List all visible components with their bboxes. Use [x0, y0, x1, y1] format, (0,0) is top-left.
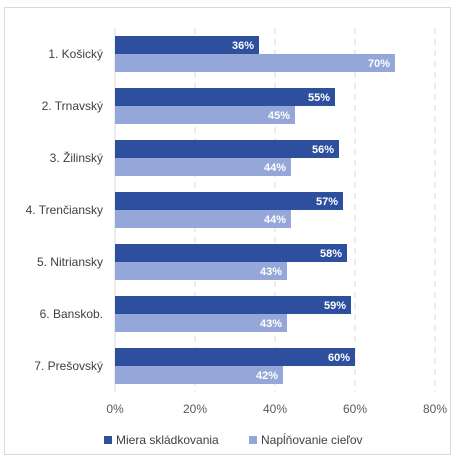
data-label: 36% [232, 40, 254, 52]
data-label: 44% [264, 162, 286, 174]
bar-miera-skladkovania [115, 296, 351, 314]
legend-label: Napĺňovanie cieľov [261, 432, 363, 447]
data-label: 42% [256, 370, 278, 382]
bar-naplnovanie-cielov [115, 210, 291, 228]
data-label: 58% [320, 248, 342, 260]
data-label: 43% [260, 266, 282, 278]
bar-miera-skladkovania [115, 88, 335, 106]
category-label: 7. Prešovský [34, 359, 103, 373]
x-tick-label: 20% [183, 402, 207, 416]
bar-naplnovanie-cielov [115, 366, 283, 384]
bar-miera-skladkovania [115, 192, 343, 210]
bar-naplnovanie-cielov [115, 54, 395, 72]
data-label: 55% [308, 92, 330, 104]
bar-miera-skladkovania [115, 244, 347, 262]
legend-swatch [104, 436, 112, 444]
bar-naplnovanie-cielov [115, 158, 291, 176]
category-label: 4. Trenčiansky [26, 203, 103, 217]
data-label: 60% [328, 352, 350, 364]
data-label: 70% [368, 58, 390, 70]
bar-miera-skladkovania [115, 348, 355, 366]
data-label: 56% [312, 144, 334, 156]
category-label: 2. Trnavský [42, 99, 103, 113]
category-label: 1. Košický [48, 47, 103, 61]
bar-naplnovanie-cielov [115, 314, 287, 332]
category-label: 6. Banskob. [40, 307, 103, 321]
data-label: 45% [268, 110, 290, 122]
category-label: 3. Žilinský [50, 150, 103, 165]
category-label: 5. Nitriansky [37, 255, 103, 269]
data-label: 44% [264, 214, 286, 226]
x-tick-label: 0% [106, 402, 124, 416]
bar-naplnovanie-cielov [115, 262, 287, 280]
x-tick-label: 40% [263, 402, 287, 416]
legend-label: Miera skládkovania [116, 433, 219, 447]
data-label: 43% [260, 318, 282, 330]
x-tick-label: 80% [423, 402, 447, 416]
bar-miera-skladkovania [115, 36, 259, 54]
bar-miera-skladkovania [115, 140, 339, 158]
data-label: 59% [324, 300, 346, 312]
data-label: 57% [316, 196, 338, 208]
legend-swatch [249, 436, 257, 444]
x-tick-label: 60% [343, 402, 367, 416]
bar-naplnovanie-cielov [115, 106, 295, 124]
